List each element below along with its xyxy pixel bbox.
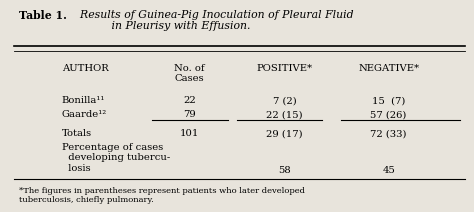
Text: NEGATIVE*: NEGATIVE*	[358, 64, 419, 73]
Text: 29 (17): 29 (17)	[266, 129, 303, 138]
Text: 15  (7): 15 (7)	[372, 96, 405, 105]
Text: 22: 22	[183, 96, 196, 105]
Text: Results of Guinea-Pig Inoculation of Pleural Fluid
           in Pleurisy with E: Results of Guinea-Pig Inoculation of Ple…	[73, 10, 354, 31]
Text: Bonilla¹¹: Bonilla¹¹	[62, 96, 105, 105]
Text: Percentage of cases
  developing tubercu-
  losis: Percentage of cases developing tubercu- …	[62, 143, 170, 173]
Text: No. of
Cases: No. of Cases	[174, 64, 205, 83]
Text: 22 (15): 22 (15)	[266, 110, 303, 119]
Text: 45: 45	[382, 166, 395, 175]
Text: 58: 58	[278, 166, 291, 175]
Text: *The figures in parentheses represent patients who later developed
tuberculosis,: *The figures in parentheses represent pa…	[19, 187, 305, 204]
Text: Totals: Totals	[62, 129, 92, 138]
Text: POSITIVE*: POSITIVE*	[256, 64, 312, 73]
Text: 57 (26): 57 (26)	[371, 110, 407, 119]
Text: 7 (2): 7 (2)	[273, 96, 296, 105]
Text: 79: 79	[183, 110, 196, 119]
Text: AUTHOR: AUTHOR	[62, 64, 109, 73]
Text: 72 (33): 72 (33)	[370, 129, 407, 138]
Text: Gaarde¹²: Gaarde¹²	[62, 110, 107, 119]
Text: Table 1.: Table 1.	[19, 10, 67, 21]
Text: 101: 101	[180, 129, 199, 138]
